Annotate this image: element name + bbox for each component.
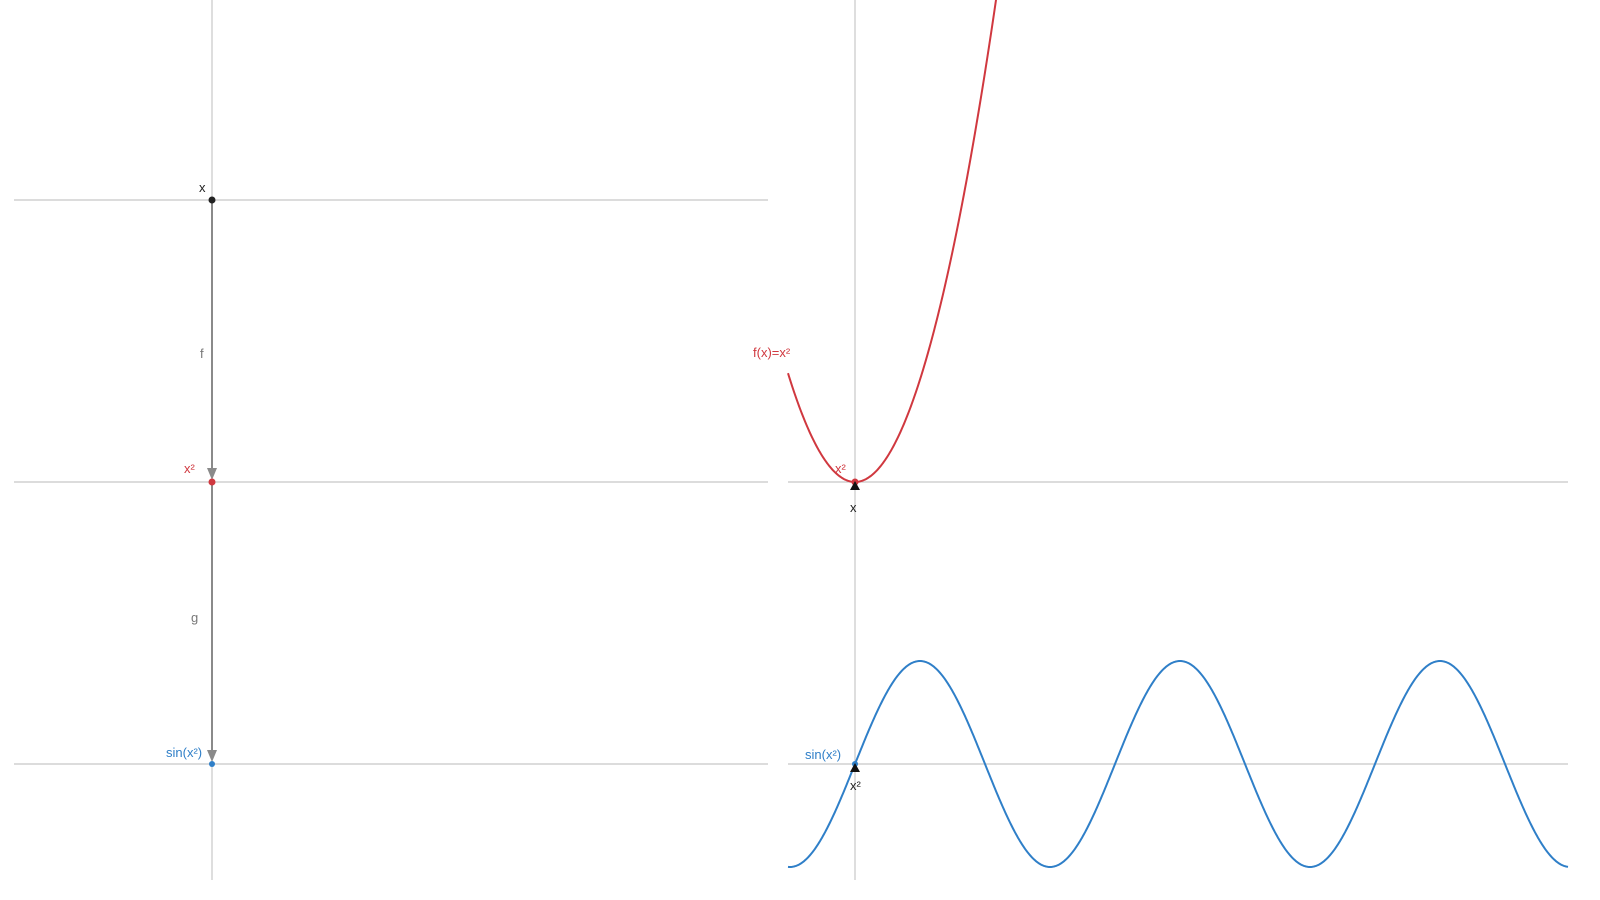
left-panel: x x² sin(x²) f g xyxy=(14,0,768,880)
output-point[interactable] xyxy=(209,761,215,767)
top-input-marker[interactable] xyxy=(850,481,860,490)
sine-function-label: sin(x²) xyxy=(805,747,841,762)
parabola-point-label: x² xyxy=(835,461,847,476)
top-input-label: x xyxy=(850,500,857,515)
map-f-arrowhead xyxy=(207,468,217,480)
right-panel: f(x)=x² x² x sin(x²) x² xyxy=(753,0,1569,880)
output-label: sin(x²) xyxy=(166,745,202,760)
parabola-curve xyxy=(787,0,998,483)
bottom-input-marker[interactable] xyxy=(850,763,860,772)
map-g-arrowhead xyxy=(207,750,217,762)
parabola-function-label: f(x)=x² xyxy=(753,345,791,360)
map-f-label: f xyxy=(200,346,204,361)
middle-point[interactable] xyxy=(208,478,216,486)
middle-label: x² xyxy=(184,461,196,476)
bottom-input-label: x² xyxy=(850,778,862,793)
input-point[interactable] xyxy=(208,196,216,204)
sine-curve xyxy=(787,660,1569,868)
input-label: x xyxy=(199,180,206,195)
map-g-label: g xyxy=(191,610,198,625)
